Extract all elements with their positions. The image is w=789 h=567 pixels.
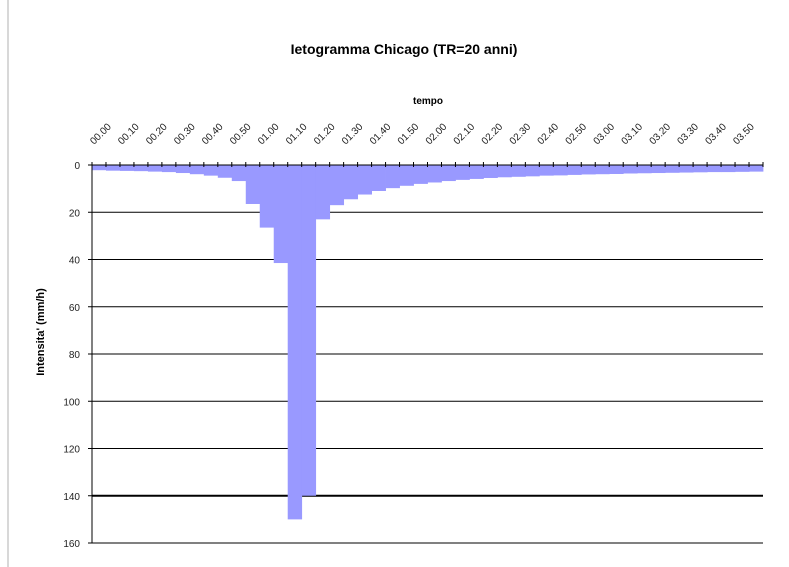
bar-1 (105, 165, 121, 171)
bar-46 (735, 165, 750, 172)
axes (88, 162, 764, 544)
bar-17 (329, 165, 345, 206)
y-tick-label: 60 (69, 303, 81, 314)
bar-32 (539, 165, 554, 176)
y-tick-label: 160 (63, 539, 80, 550)
bar-40 (651, 165, 666, 174)
bar-19 (357, 165, 372, 195)
y-tick-label: 0 (74, 161, 80, 172)
bar-8 (203, 165, 219, 176)
bar-39 (637, 165, 652, 174)
bar-24 (427, 165, 442, 183)
y-tick-label: 140 (63, 492, 80, 503)
bar-18 (343, 165, 359, 200)
x-axis-title: tempo (413, 96, 443, 107)
bar-15 (301, 165, 317, 496)
bar-21 (385, 165, 400, 189)
bar-38 (623, 165, 638, 174)
y-tick-label: 40 (69, 256, 81, 267)
bar-25 (441, 165, 456, 182)
bar-13 (273, 165, 289, 264)
bar-41 (665, 165, 680, 173)
bar-5 (161, 165, 177, 173)
bar-2 (119, 165, 135, 171)
bar-27 (469, 165, 484, 179)
y-tick-label: 20 (69, 208, 81, 219)
bar-23 (413, 165, 428, 184)
bar-29 (497, 165, 512, 178)
bar-22 (399, 165, 414, 186)
bar-12 (259, 165, 275, 228)
bar-33 (553, 165, 568, 176)
y-tick-label: 120 (63, 445, 80, 456)
gridlines (92, 211, 763, 544)
bar-16 (315, 165, 331, 220)
bar-37 (609, 165, 624, 174)
bar-31 (525, 165, 540, 177)
bar-44 (707, 165, 722, 173)
bars (92, 165, 764, 520)
bar-3 (133, 165, 149, 172)
bar-0 (92, 165, 107, 171)
bar-11 (245, 165, 261, 204)
bar-14 (287, 165, 303, 520)
bar-7 (189, 165, 205, 175)
bar-43 (693, 165, 708, 173)
bar-26 (455, 165, 470, 180)
bar-9 (217, 165, 233, 178)
bar-45 (721, 165, 736, 173)
bar-28 (483, 165, 498, 178)
y-axis-title: Intensita' (mm/h) (35, 288, 47, 376)
y-tick-labels: 0 20 40 60 80 100 120 140 160 (63, 161, 80, 550)
chart-title: Ietogramma Chicago (TR=20 anni) (291, 41, 518, 57)
bar-30 (511, 165, 526, 177)
bar-20 (371, 165, 386, 191)
y-tick-label: 100 (63, 397, 80, 408)
bar-6 (175, 165, 191, 174)
bar-10 (231, 165, 247, 182)
bar-47 (749, 165, 764, 172)
bar-35 (581, 165, 596, 175)
bar-4 (147, 165, 163, 172)
bar-34 (567, 165, 582, 175)
bar-36 (595, 165, 610, 175)
y-tick-label: 80 (69, 350, 81, 361)
bar-42 (679, 165, 694, 173)
